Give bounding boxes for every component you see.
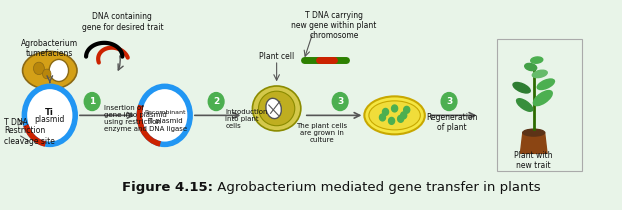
Text: Plant cell: Plant cell [259, 52, 294, 61]
Circle shape [383, 108, 389, 115]
Ellipse shape [266, 98, 281, 119]
Text: T DNA: T DNA [4, 118, 28, 127]
Text: 2: 2 [213, 97, 220, 106]
Circle shape [42, 69, 51, 79]
Ellipse shape [537, 79, 554, 89]
Text: Figure 4.15:: Figure 4.15: [122, 181, 213, 194]
Circle shape [379, 114, 386, 121]
Circle shape [397, 115, 404, 122]
Ellipse shape [259, 91, 295, 126]
Ellipse shape [253, 86, 301, 131]
Ellipse shape [369, 101, 420, 130]
Ellipse shape [531, 57, 543, 63]
Text: Recombinant: Recombinant [144, 110, 185, 115]
Circle shape [389, 117, 394, 124]
Ellipse shape [364, 96, 425, 134]
Ellipse shape [523, 129, 545, 136]
Text: Restriction
cleavage site: Restriction cleavage site [4, 126, 55, 146]
Text: Plant with
new trait: Plant with new trait [514, 151, 553, 170]
Circle shape [139, 86, 190, 144]
Text: Introduction
into plant
cells: Introduction into plant cells [225, 109, 267, 129]
Text: Agrobacterium mediated gene transfer in plants: Agrobacterium mediated gene transfer in … [213, 181, 541, 194]
Circle shape [208, 93, 224, 110]
Ellipse shape [525, 63, 537, 71]
Circle shape [34, 62, 44, 75]
Text: 3: 3 [446, 97, 452, 106]
Text: Regeneration
of plant: Regeneration of plant [426, 113, 478, 132]
Circle shape [441, 93, 457, 110]
Text: Agrobacterium
tumefaciens: Agrobacterium tumefaciens [21, 39, 78, 58]
Ellipse shape [533, 91, 552, 106]
Text: plasmid: plasmid [35, 115, 65, 124]
Ellipse shape [22, 51, 77, 89]
Circle shape [401, 112, 407, 119]
Ellipse shape [513, 83, 530, 93]
Ellipse shape [532, 70, 547, 78]
Circle shape [332, 93, 348, 110]
Ellipse shape [517, 99, 532, 111]
Text: 3: 3 [337, 97, 343, 106]
Circle shape [24, 86, 75, 144]
Text: T DNA carrying
new gene within plant
chromosome: T DNA carrying new gene within plant chr… [292, 11, 377, 41]
Text: 1: 1 [89, 97, 95, 106]
Circle shape [49, 59, 68, 81]
Circle shape [392, 105, 397, 112]
Polygon shape [521, 133, 547, 153]
Circle shape [84, 93, 100, 110]
Text: The plant cells
are grown in
culture: The plant cells are grown in culture [297, 123, 348, 143]
Circle shape [404, 106, 410, 113]
Text: DNA containing
gene for desired trait: DNA containing gene for desired trait [81, 12, 163, 32]
Text: Insertion of
gene into plasmid
using restriction
enzyme and DNA ligase: Insertion of gene into plasmid using res… [104, 105, 187, 132]
Text: Ti: Ti [45, 108, 54, 117]
Text: Ti plasmid: Ti plasmid [147, 118, 182, 124]
